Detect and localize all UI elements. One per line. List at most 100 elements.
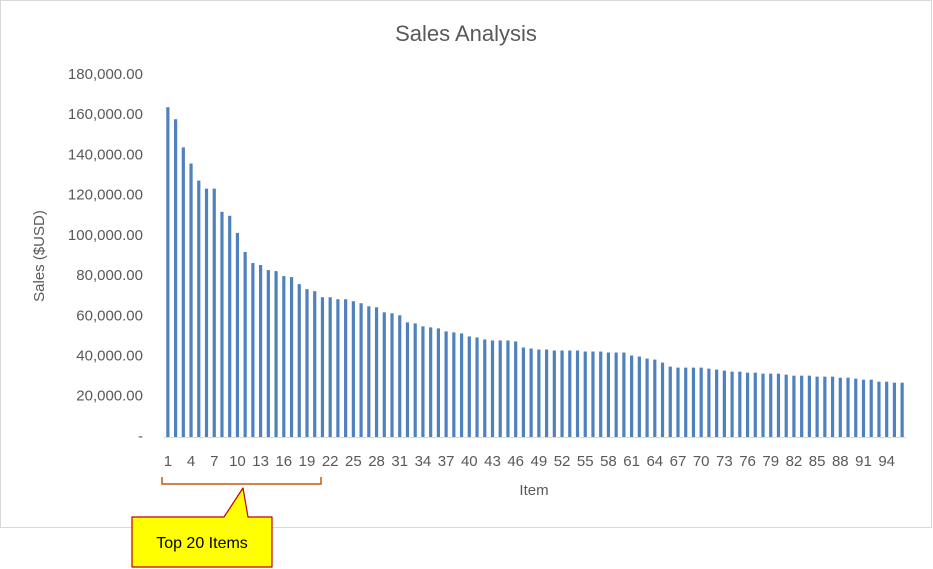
bar	[738, 371, 742, 437]
bar	[599, 351, 603, 437]
bar	[730, 371, 734, 437]
bar	[382, 312, 386, 437]
chart-frame	[0, 0, 932, 528]
bar	[521, 347, 526, 437]
bar	[289, 277, 294, 437]
y-tick-label: 120,000.00	[68, 187, 143, 204]
bar	[583, 351, 587, 437]
bar	[197, 180, 201, 438]
x-tick-label: 37	[438, 453, 455, 470]
bar	[753, 372, 757, 437]
bar	[560, 350, 564, 437]
bar	[344, 299, 348, 437]
x-tick-label: 64	[646, 453, 663, 470]
bar	[776, 373, 781, 437]
bar	[467, 336, 471, 437]
bar	[181, 147, 185, 437]
bar	[684, 367, 688, 437]
bar	[374, 307, 379, 437]
bar	[637, 356, 641, 437]
bar	[699, 367, 703, 437]
bar	[529, 348, 533, 437]
bar	[459, 333, 464, 437]
x-tick-label: 7	[210, 453, 218, 470]
bar	[691, 367, 696, 437]
bar	[204, 188, 209, 437]
bar	[645, 358, 649, 437]
bar	[320, 297, 325, 437]
y-tick-label: 140,000.00	[68, 146, 143, 163]
x-tick-label: 55	[577, 453, 594, 470]
bar	[830, 376, 835, 437]
bar	[429, 327, 433, 437]
bar	[336, 299, 340, 437]
bar	[297, 284, 301, 437]
bar	[800, 375, 804, 437]
x-tick-label: 4	[187, 453, 195, 470]
bar	[274, 271, 278, 437]
x-tick-label: 49	[531, 453, 548, 470]
x-tick-label: 58	[600, 453, 617, 470]
bar	[630, 355, 634, 437]
bar	[251, 263, 255, 437]
bar	[367, 306, 371, 437]
bar	[575, 350, 580, 437]
bar	[490, 340, 495, 437]
bar	[653, 359, 657, 437]
bar	[405, 322, 410, 437]
y-tick-label: 160,000.00	[68, 106, 143, 123]
x-tick-label: 91	[855, 453, 872, 470]
x-tick-label: 46	[507, 453, 524, 470]
x-tick-label: 1	[164, 453, 172, 470]
y-tick-label: 60,000.00	[76, 307, 143, 324]
bar	[421, 326, 425, 437]
x-tick-label: 88	[832, 453, 849, 470]
bar	[266, 270, 270, 437]
bar	[313, 291, 317, 437]
x-tick-label: 82	[786, 453, 803, 470]
x-tick-label: 22	[322, 453, 339, 470]
bar	[668, 366, 672, 437]
bar	[235, 232, 240, 437]
bar	[506, 340, 510, 437]
bar	[398, 315, 402, 437]
x-tick-label: 25	[345, 453, 362, 470]
bar	[228, 215, 232, 437]
bar	[885, 381, 889, 437]
chart-title: Sales Analysis	[395, 21, 537, 46]
bar	[514, 341, 518, 437]
x-tick-label: 13	[252, 453, 269, 470]
bar	[660, 362, 665, 437]
x-tick-label: 52	[554, 453, 571, 470]
bar	[877, 381, 881, 437]
bar	[622, 352, 626, 437]
bar	[359, 303, 363, 437]
bar	[498, 340, 502, 437]
bar	[861, 379, 866, 437]
bar	[351, 301, 355, 437]
bar	[614, 352, 618, 437]
x-tick-label: 61	[623, 453, 640, 470]
bar	[815, 376, 819, 437]
bar	[475, 337, 479, 437]
bar	[444, 331, 448, 437]
x-tick-label: 10	[229, 453, 246, 470]
callout-text: Top 20 Items	[156, 535, 248, 552]
x-tick-label: 76	[739, 453, 756, 470]
bar	[838, 377, 842, 437]
bar	[784, 374, 788, 437]
x-tick-label: 43	[484, 453, 501, 470]
callout	[131, 487, 273, 568]
bar	[483, 339, 487, 437]
bar	[892, 382, 897, 437]
bar	[328, 297, 332, 437]
y-tick-label: 80,000.00	[76, 267, 143, 284]
bar	[869, 379, 873, 437]
y-tick-label: 40,000.00	[76, 348, 143, 365]
x-tick-label: 79	[762, 453, 779, 470]
bar	[243, 251, 247, 437]
y-axis-title: Sales ($USD)	[31, 210, 48, 302]
bar	[676, 367, 680, 437]
bar	[413, 323, 417, 437]
